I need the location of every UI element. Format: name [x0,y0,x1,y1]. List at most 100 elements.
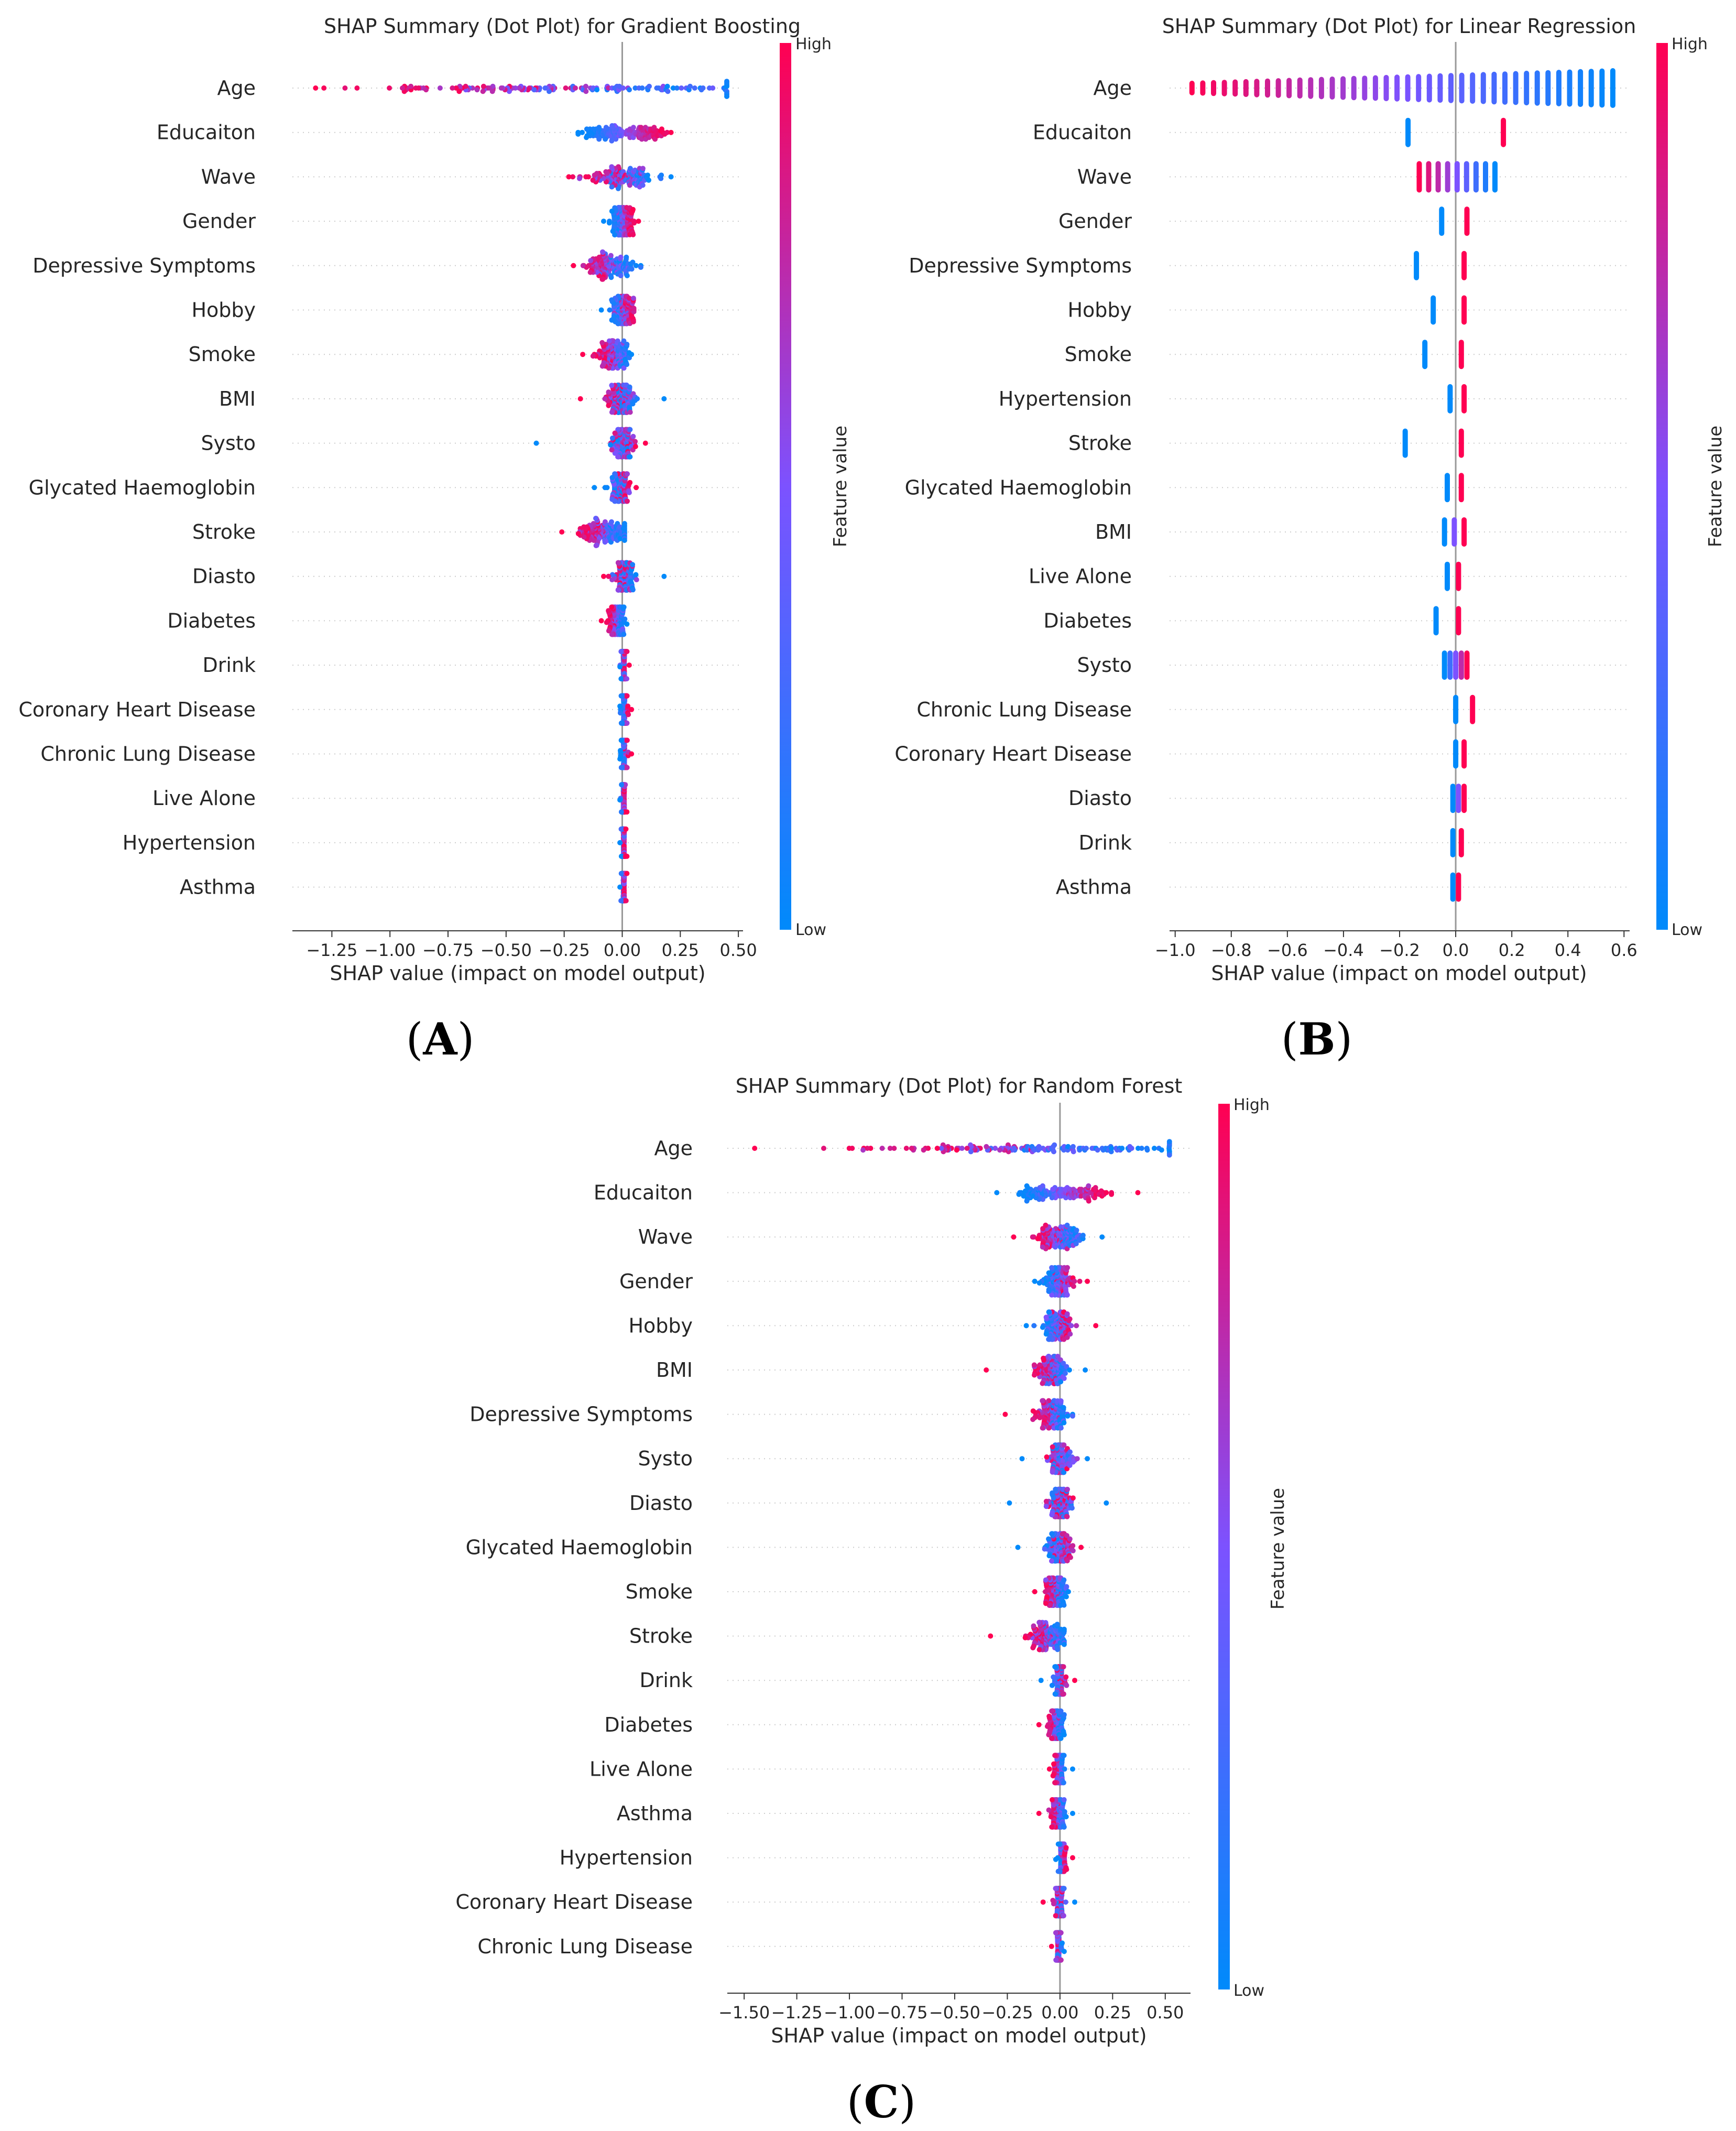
shap-dot [618,765,624,770]
feature-label: Hypertension [999,387,1132,410]
feature-label: Systo [1077,654,1132,677]
panel-c-dots [752,1139,1172,1963]
shap-dot-column [1599,68,1605,108]
shap-dot [627,296,632,301]
shap-dot [1043,1498,1049,1504]
shap-dot [1074,1323,1079,1329]
shap-dot [609,164,615,170]
shap-dot [607,307,613,313]
shap-dot-column [1588,69,1594,107]
feature-label: Drink [1078,831,1132,854]
shap-dot [1074,1227,1079,1233]
feature-label: Live Alone [1029,565,1132,588]
shap-dot [609,184,615,190]
shap-dot-column [1456,606,1461,636]
shap-dot [609,519,614,525]
shap-dot-column [1445,561,1450,591]
shap-dot [609,475,615,481]
shap-dot [624,693,630,699]
shap-dot [533,440,539,446]
panel-b-colorbar-high: High [1672,35,1708,53]
shap-dot [639,85,645,91]
shap-dot [623,826,629,832]
shap-dot [1024,1198,1030,1204]
shap-dot [1046,1336,1052,1342]
shap-dot [575,131,581,137]
shap-dot [588,258,594,264]
shap-dot [1129,1146,1134,1151]
shap-dot-column [1445,473,1450,503]
shap-dot-column [1461,739,1467,769]
panel-b-x-label: SHAP value (impact on model output) [1211,962,1587,985]
panel-c-title: SHAP Summary (Dot Plot) for Random Fores… [736,1074,1183,1097]
shap-dot [617,884,623,890]
shap-dot [710,85,716,91]
shap-dot [453,85,459,91]
shap-dot [1030,1408,1036,1414]
feature-dot-row [1023,1309,1099,1342]
shap-dot [1067,1449,1073,1455]
shap-dot [1031,1323,1037,1329]
shap-dot [1064,1292,1070,1298]
x-tick-label: 0.50 [720,940,757,960]
panel-c-random-forest: SHAP Summary (Dot Plot) for Random Fores… [455,1074,1289,2128]
shap-dot [621,632,627,637]
shap-dot-column [1405,74,1411,102]
shap-dot [615,427,621,432]
shap-dot [1064,1311,1070,1317]
feature-dot-row [1450,828,1464,857]
shap-dot [1049,1558,1054,1564]
feature-dot-row [1019,1442,1090,1475]
feature-dot-row [617,782,630,815]
shap-dot [1054,1622,1060,1627]
shap-dot-column [1275,78,1281,98]
shap-dot [665,89,671,94]
shap-dot [617,703,623,709]
feature-label: Coronary Heart Disease [18,698,256,721]
shap-dot [625,471,630,477]
shap-dot-column [1451,517,1457,547]
shap-dot [602,396,608,401]
shap-dot-column [1416,74,1422,102]
shap-dot [618,676,624,682]
feature-label: Coronary Heart Disease [894,743,1132,766]
shap-dot [609,317,615,323]
shap-dot [636,219,641,224]
feature-label: BMI [1095,520,1132,543]
panel-b-label: (B) [1281,1013,1353,1065]
shap-dot [609,447,615,453]
shap-dot [615,186,621,191]
feature-dot-row [1416,161,1498,193]
shap-dot [1016,1191,1022,1197]
shap-dot [1043,1601,1049,1606]
shap-dot [630,232,636,237]
shap-dot [566,174,572,180]
shap-dot-column [1461,517,1467,547]
shap-dot [408,83,414,89]
shap-dot [498,85,504,91]
feature-dot-row [1007,1486,1109,1519]
shap-dot [1062,1371,1068,1376]
shap-dot [625,498,630,504]
shap-dot [584,126,589,132]
shap-dot [624,765,630,770]
panel-a-colorbar-title: Feature value [830,426,851,547]
shap-dot [1109,1146,1115,1151]
shap-dot-column [1491,71,1497,105]
shap-dot [994,1190,1000,1195]
shap-dot [342,85,348,91]
shap-dot-column [1445,161,1450,193]
feature-label: Stroke [1068,432,1132,455]
shap-dot [615,454,621,460]
feature-dot-row [559,516,627,548]
feature-label: Wave [1077,165,1132,188]
shap-dot [583,89,589,94]
shap-dot-column [1458,340,1464,369]
shap-dot [988,1633,993,1639]
shap-dot [1119,1146,1125,1151]
shap-dot [879,1146,885,1151]
shap-dot [627,87,632,93]
shap-dot-column [1383,74,1389,102]
shap-dot [1085,1456,1090,1462]
shap-dot [1109,1191,1115,1197]
